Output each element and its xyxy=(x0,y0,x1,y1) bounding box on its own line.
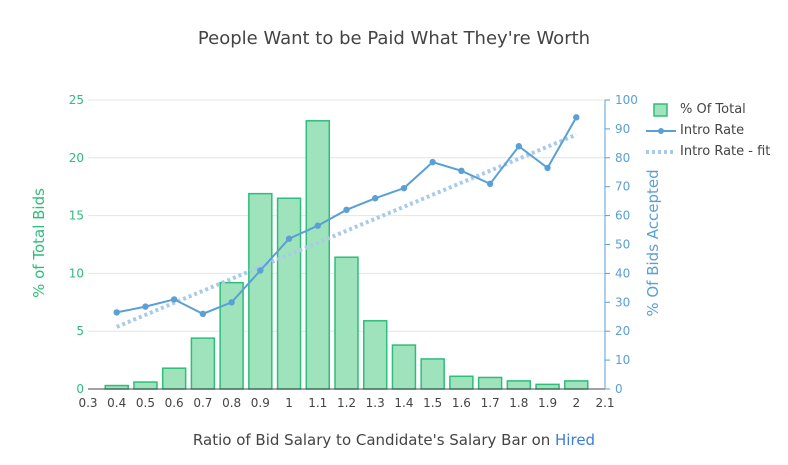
bar xyxy=(133,381,158,390)
bar xyxy=(334,256,359,390)
x-axis-label-link[interactable]: Hired xyxy=(555,431,596,449)
y-right-tick-labels: 0 10 20 30 40 50 60 70 80 90 100 xyxy=(605,93,638,396)
y-right-tick-label: 20 xyxy=(615,324,630,338)
chart-title: People Want to be Paid What They're Wort… xyxy=(197,28,591,49)
y-axis-label-right: % Of Bids Accepted xyxy=(644,169,662,317)
bar xyxy=(477,376,503,390)
y-left-tick-labels: 0 5 10 15 20 25 xyxy=(69,93,84,396)
bar xyxy=(161,367,187,390)
intro-rate-point xyxy=(113,309,120,316)
intro-rate-point xyxy=(257,267,264,274)
bar xyxy=(190,337,216,390)
bar xyxy=(506,380,532,390)
intro-rate-point xyxy=(285,235,293,242)
bar xyxy=(564,380,589,390)
bar xyxy=(248,192,273,390)
legend-label-fit: Intro Rate - fit xyxy=(680,144,771,159)
y-axis-label-left: % of Total Bids xyxy=(30,188,48,298)
x-tick-label: 2 xyxy=(572,396,580,410)
intro-rate-series xyxy=(113,114,580,318)
x-tick-label: 1.5 xyxy=(423,396,442,410)
intro-rate-point xyxy=(199,310,207,318)
legend-label-total: % Of Total xyxy=(680,102,746,117)
bar xyxy=(276,197,302,390)
legend-dotted-swatch xyxy=(646,150,676,154)
intro-rate-point xyxy=(429,158,436,166)
y-right-tick-label: 30 xyxy=(615,295,630,309)
x-tick-label: 1.4 xyxy=(394,396,413,410)
y-right-tick-label: 0 xyxy=(615,382,623,396)
intro-rate-point xyxy=(458,167,465,175)
y-right-tick-label: 10 xyxy=(615,353,630,367)
x-tick-label: 0.9 xyxy=(251,396,270,410)
legend-item-fit[interactable]: Intro Rate - fit xyxy=(646,142,786,163)
legend-item-intro-rate[interactable]: Intro Rate xyxy=(646,121,786,142)
x-tick-labels: 0.3 0.4 0.5 0.6 0.7 0.8 0.9 1 1.1 1.2 1.3 1.4 1.5 1.6… xyxy=(78,396,614,410)
x-tick-label: 0.7 xyxy=(193,396,212,410)
intro-rate-point xyxy=(515,143,523,150)
intro-rate-point xyxy=(400,184,408,192)
y-right-tick-label: 40 xyxy=(615,266,630,280)
x-tick-label: 0.8 xyxy=(222,396,241,410)
intro-rate-point xyxy=(314,222,321,229)
x-tick-label: 0.6 xyxy=(165,396,184,410)
x-tick-label: 1.1 xyxy=(308,396,327,410)
y-right-tick-label: 90 xyxy=(615,122,630,136)
intro-rate-point xyxy=(170,296,178,303)
y-left-tick-label: 20 xyxy=(69,151,84,165)
intro-rate-point xyxy=(544,164,551,172)
y-left-tick-label: 15 xyxy=(69,209,84,223)
x-tick-label: 0.4 xyxy=(107,396,126,410)
fit-line xyxy=(115,132,578,329)
x-tick-label: 2.1 xyxy=(595,396,614,410)
x-tick-label: 1 xyxy=(285,396,293,410)
bar xyxy=(391,344,417,390)
x-axis-label: Ratio of Bid Salary to Candidate's Salar… xyxy=(0,431,788,449)
bar-series xyxy=(104,120,589,390)
intro-rate-point xyxy=(372,195,379,202)
legend-bar-swatch xyxy=(653,103,668,117)
intro-rate-point xyxy=(573,114,580,121)
intro-rate-point xyxy=(142,303,149,310)
x-tick-label: 1.6 xyxy=(452,396,471,410)
y-right-tick-label: 100 xyxy=(615,93,638,107)
intro-rate-point xyxy=(343,206,350,214)
legend-item-total[interactable]: % Of Total xyxy=(646,100,786,121)
x-tick-label: 0.5 xyxy=(136,396,155,410)
y-left-tick-label: 5 xyxy=(76,324,84,338)
bar xyxy=(535,383,560,390)
legend-label-intro-rate: Intro Rate xyxy=(680,123,745,138)
bar xyxy=(362,320,388,390)
bar xyxy=(104,384,129,390)
x-tick-label: 1.7 xyxy=(481,396,500,410)
x-tick-label: 1.3 xyxy=(366,396,385,410)
legend-line-swatch xyxy=(646,128,676,134)
x-tick-label: 1.2 xyxy=(337,396,356,410)
y-right-tick-label: 70 xyxy=(615,180,630,194)
y-left-tick-label: 0 xyxy=(76,382,84,396)
y-left-tick-label: 10 xyxy=(69,266,84,280)
bar xyxy=(449,375,474,390)
y-right-tick-label: 60 xyxy=(615,209,630,223)
x-tick-label: 1.8 xyxy=(509,396,528,410)
intro-rate-point xyxy=(228,299,235,306)
legend: % Of Total Intro Rate Intro Rate - fit xyxy=(646,100,786,163)
y-left-tick-label: 25 xyxy=(69,93,84,107)
y-right-tick-label: 50 xyxy=(615,238,630,252)
intro-rate-point xyxy=(486,180,494,188)
fit-line-series xyxy=(115,132,578,329)
x-axis-label-text: Ratio of Bid Salary to Candidate's Salar… xyxy=(192,431,556,449)
x-tick-label: 0.3 xyxy=(78,396,97,410)
x-tick-label: 1.9 xyxy=(538,396,557,410)
bar xyxy=(420,358,445,390)
bar xyxy=(305,120,331,390)
bar xyxy=(219,281,244,390)
y-right-tick-label: 80 xyxy=(615,151,630,165)
